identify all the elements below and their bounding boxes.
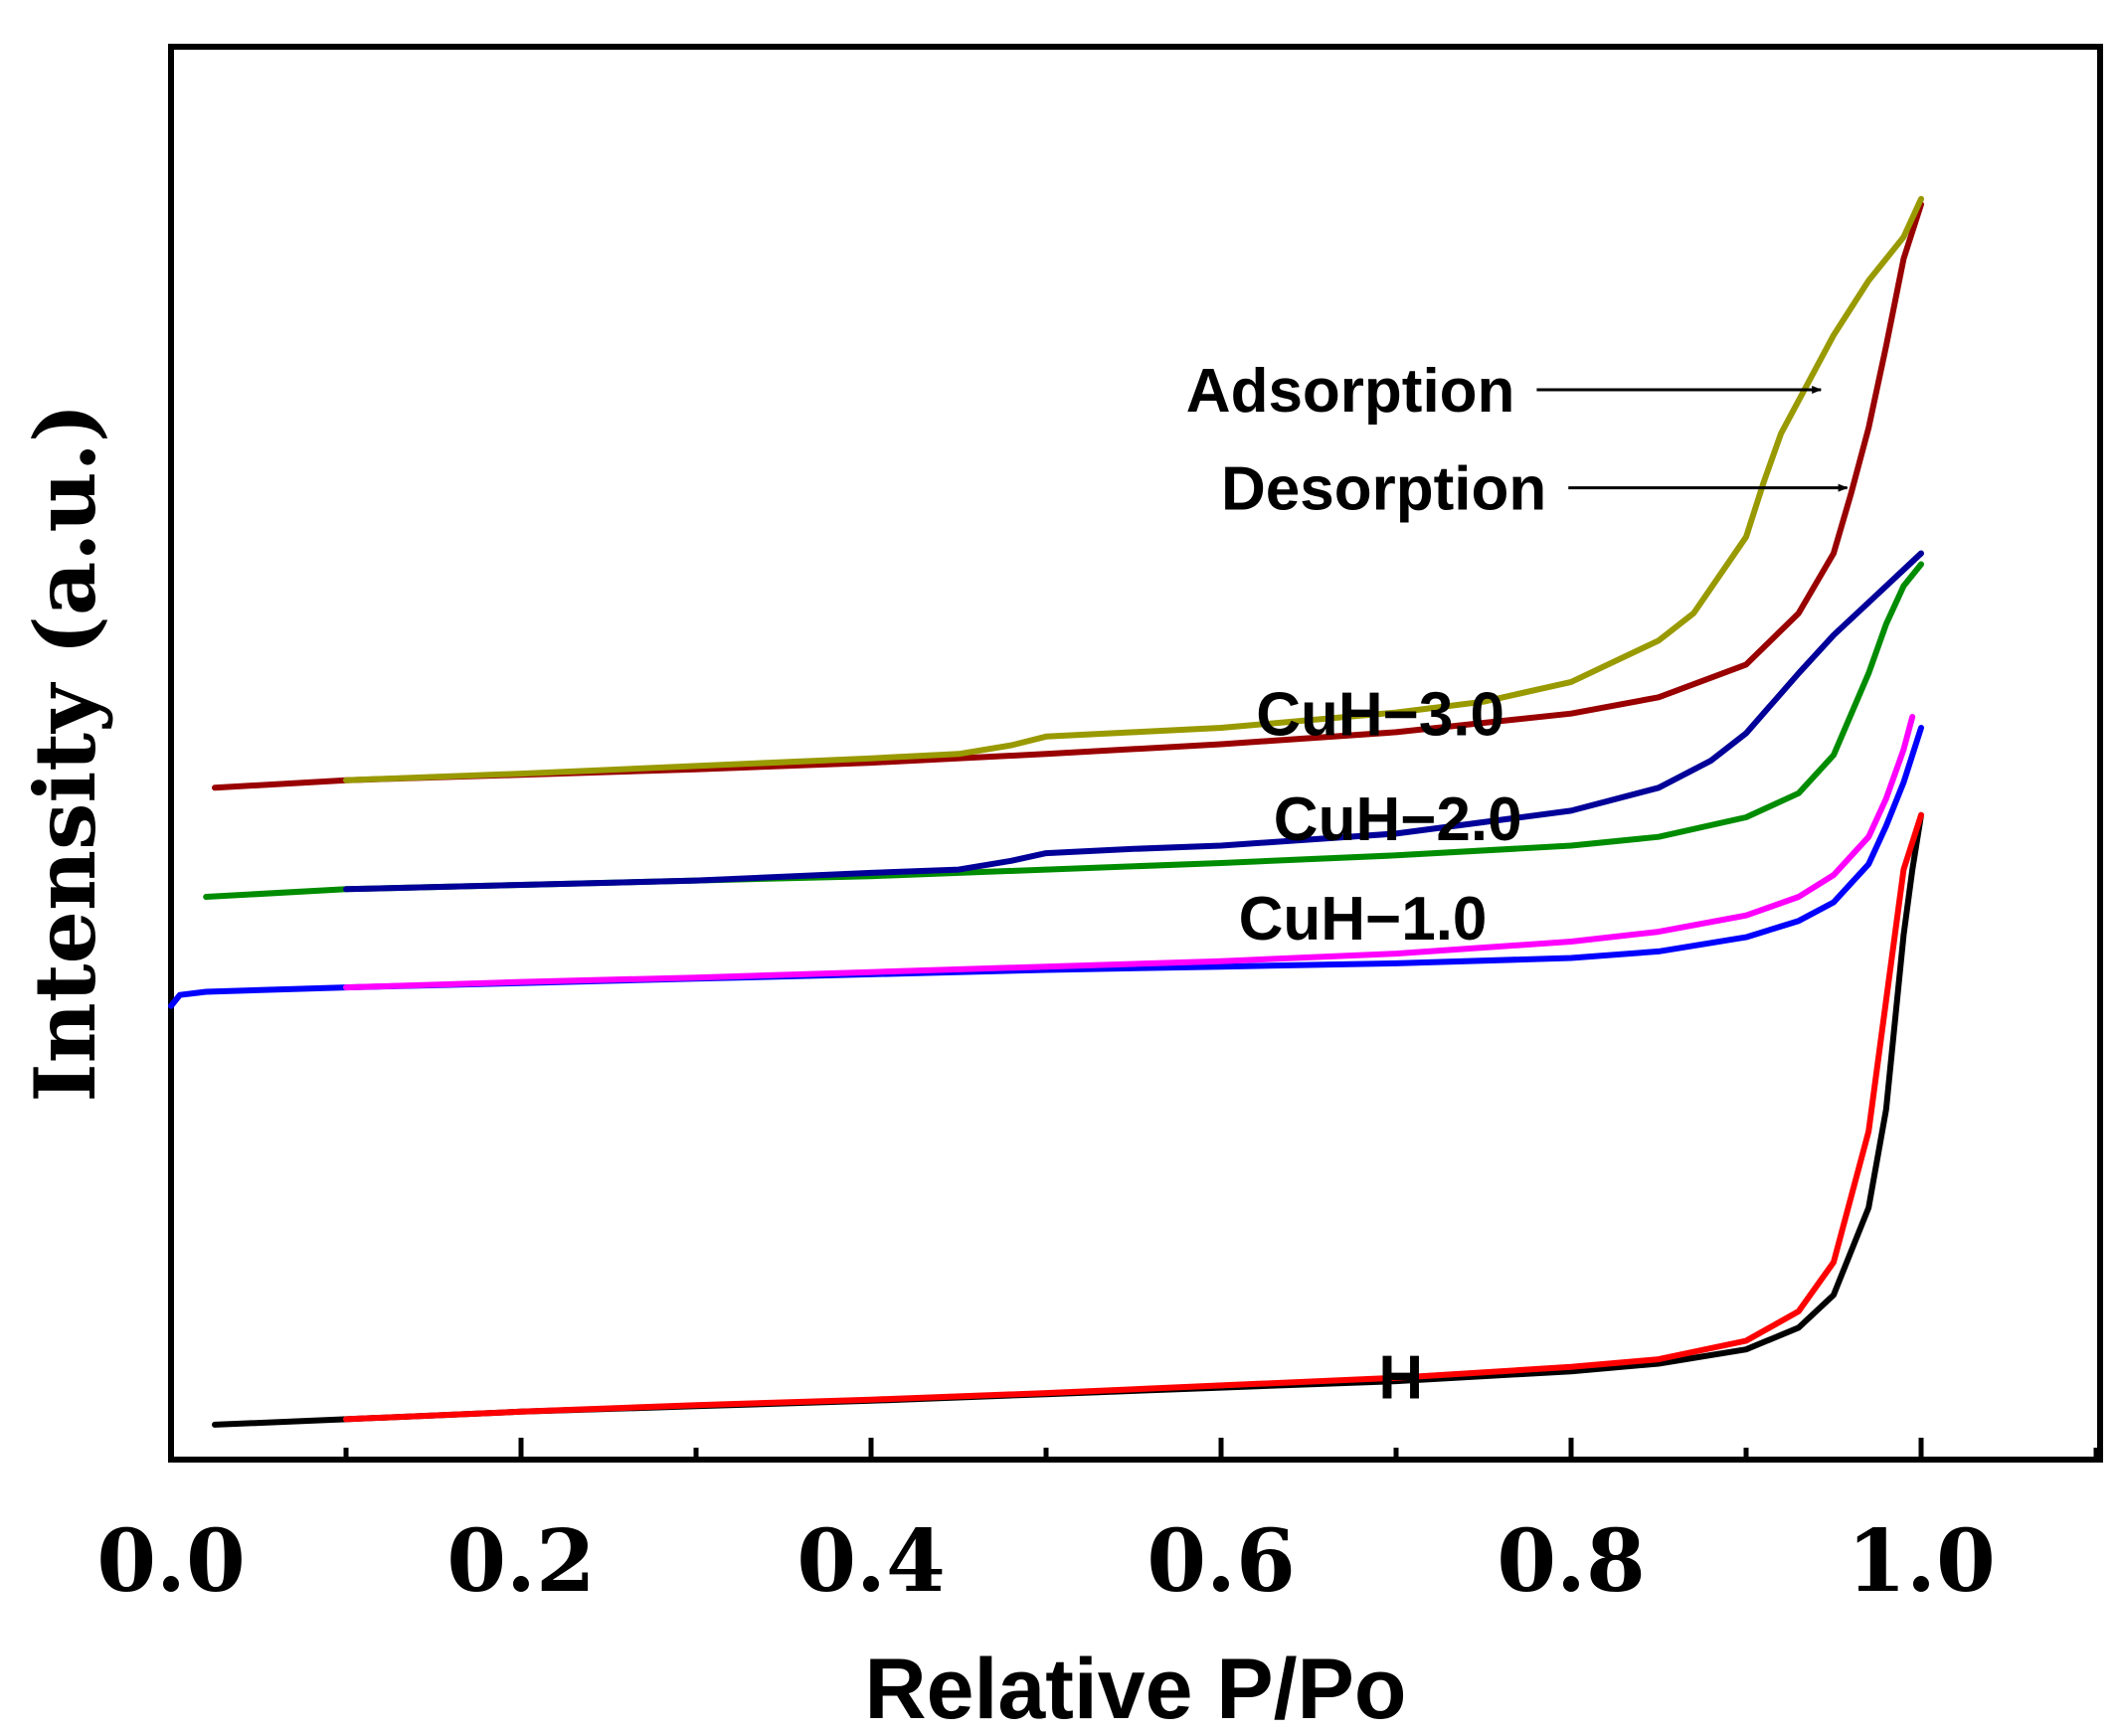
annotation-desorption: Desorption — [1221, 455, 1546, 524]
annotation-h: H — [1378, 1344, 1423, 1413]
x-tick-label: 0.2 — [446, 1511, 596, 1612]
x-axis-tick-labels: 0.0 0.2 0.4 0.6 0.8 1.0 — [96, 1511, 1996, 1612]
x-tick-label: 0.0 — [96, 1511, 246, 1612]
annotation-cuh-1-0: CuH−1.0 — [1239, 885, 1488, 954]
series-line-cuh-2-0-adsorption — [203, 561, 1924, 900]
series-line-cuh-3-0-adsorption — [212, 201, 1924, 791]
series-line-h-desorption — [343, 811, 1924, 1423]
x-axis-ticks — [168, 1438, 2099, 1460]
plot-frame — [168, 44, 2103, 1463]
y-axis-title: Intensity (a.u.) — [16, 403, 114, 1102]
series-line-cuh-2-0-desorption — [343, 550, 1924, 893]
x-tick-label: 0.6 — [1147, 1511, 1296, 1612]
series-line-cuh-3-0-desorption — [343, 196, 1924, 783]
series-line-h-adsorption — [212, 811, 1924, 1428]
annotation-cuh-2-0: CuH−2.0 — [1274, 785, 1522, 854]
annotations: Adsorption Desorption CuH−3.0 CuH−2.0 CuH−1.… — [1186, 357, 1849, 1413]
x-tick-label: 1.0 — [1847, 1511, 1996, 1612]
x-tick-label: 0.8 — [1497, 1511, 1646, 1612]
x-tick-label: 0.4 — [796, 1511, 946, 1612]
series-line-cuh-1-0-desorption — [343, 714, 1916, 991]
annotation-cuh-3-0: CuH−3.0 — [1256, 681, 1504, 750]
x-axis-title: Relative P/Po — [865, 1642, 1407, 1736]
series-lines — [168, 196, 1924, 1428]
annotation-adsorption: Adsorption — [1186, 357, 1515, 426]
